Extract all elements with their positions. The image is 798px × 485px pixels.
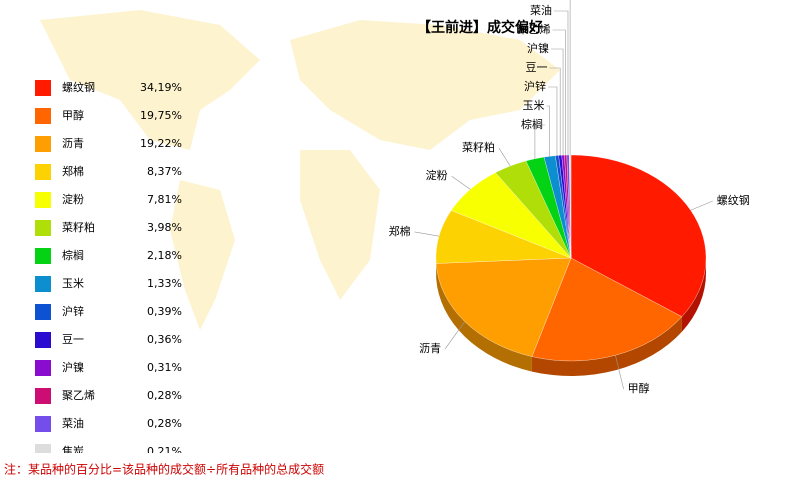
legend-label: 玉米: [62, 277, 84, 290]
slice: [570, 154, 707, 317]
legend-value: 19,22%: [140, 137, 182, 150]
legend-label: 聚乙烯: [62, 389, 95, 402]
pie: 螺纹钢甲醇沥青郑棉淀粉菜籽粕棕榈玉米沪锌豆一沪镍聚乙烯菜油焦炭: [389, 0, 750, 395]
legend-value: 3,98%: [147, 221, 182, 234]
slice-label: 螺纹钢: [717, 193, 750, 207]
legend-value: 0,39%: [147, 305, 182, 318]
leader-line: [546, 105, 550, 157]
legend: 螺纹钢 34,19% 甲醇 19,75% 沥青 19,22% 郑棉 8,37% 淀粉 7,81% 菜…: [35, 80, 182, 458]
legend-swatch: [35, 80, 51, 96]
legend-value: 7,81%: [147, 193, 182, 206]
legend-value: 0,21%: [147, 445, 182, 458]
legend-swatch: [35, 220, 51, 236]
slice-label: 沪锌: [524, 79, 546, 93]
chart-title: 【王前进】成交偏好: [417, 19, 543, 36]
legend-swatch: [35, 304, 51, 320]
leader-line: [552, 29, 566, 156]
slice-label: 淀粉: [426, 168, 448, 182]
leader-line: [615, 355, 624, 390]
legend-label: 郑棉: [62, 164, 84, 178]
legend-value: 8,37%: [147, 165, 182, 178]
legend-label: 甲醇: [62, 108, 84, 122]
legend-value: 19,75%: [140, 109, 182, 122]
legend-swatch: [35, 388, 51, 404]
legend-swatch: [35, 136, 51, 152]
leader-line: [551, 48, 564, 156]
leader-line: [549, 67, 561, 156]
legend-label: 螺纹钢: [62, 80, 95, 94]
legend-label: 沪锌: [62, 304, 84, 318]
legend-value: 0,28%: [147, 417, 182, 430]
legend-swatch: [35, 360, 51, 376]
leader-line: [444, 321, 466, 350]
slice-label: 豆一: [526, 61, 548, 74]
legend-label: 菜籽粕: [62, 220, 95, 234]
slice-label: 沪镍: [527, 41, 549, 55]
legend-swatch: [35, 192, 51, 208]
slice-label: 棕榈: [521, 117, 543, 131]
leader-line: [498, 148, 511, 167]
slice-label: 菜籽粕: [462, 140, 495, 154]
legend-label: 菜油: [62, 416, 84, 430]
note: 注：某品种的百分比=该品种的成交额÷所有品种的总成交额: [4, 462, 324, 477]
legend-swatch: [35, 444, 51, 453]
legend-label: 沥青: [62, 137, 84, 150]
leader-line: [414, 231, 440, 237]
slice-label: 菜油: [530, 3, 552, 17]
slice-side: [436, 263, 532, 372]
leader-line: [690, 200, 713, 211]
leader-line: [569, 0, 571, 156]
leader-line: [548, 86, 558, 156]
legend-value: 0,36%: [147, 333, 182, 346]
legend-swatch: [35, 416, 51, 432]
slice-label: 沥青: [419, 342, 441, 355]
slice-label: 聚乙烯: [518, 23, 551, 36]
slice-side: [681, 258, 706, 332]
leader-line: [451, 175, 471, 190]
legend-swatch: [35, 248, 51, 264]
legend-value: 1,33%: [147, 277, 182, 290]
legend-label: 沪镍: [62, 360, 84, 374]
slice-label: 甲醇: [628, 381, 650, 395]
legend-swatch: [35, 332, 51, 348]
legend-value: 0,28%: [147, 389, 182, 402]
legend-label: 棕榈: [62, 248, 84, 262]
legend-label: 淀粉: [62, 192, 84, 206]
legend-swatch: [35, 164, 51, 180]
slice-label: 玉米: [523, 99, 545, 112]
legend-label: 豆一: [62, 333, 84, 346]
leader-line: [534, 124, 545, 159]
legend-swatch: [35, 108, 51, 124]
slice-label: 郑棉: [389, 224, 411, 238]
legend-value: 34,19%: [140, 81, 182, 94]
legend-label: 焦炭: [62, 445, 84, 458]
legend-swatch: [35, 276, 51, 292]
leader-line: [554, 10, 569, 156]
legend-value: 2,18%: [147, 249, 182, 262]
legend-value: 0,31%: [147, 361, 182, 374]
